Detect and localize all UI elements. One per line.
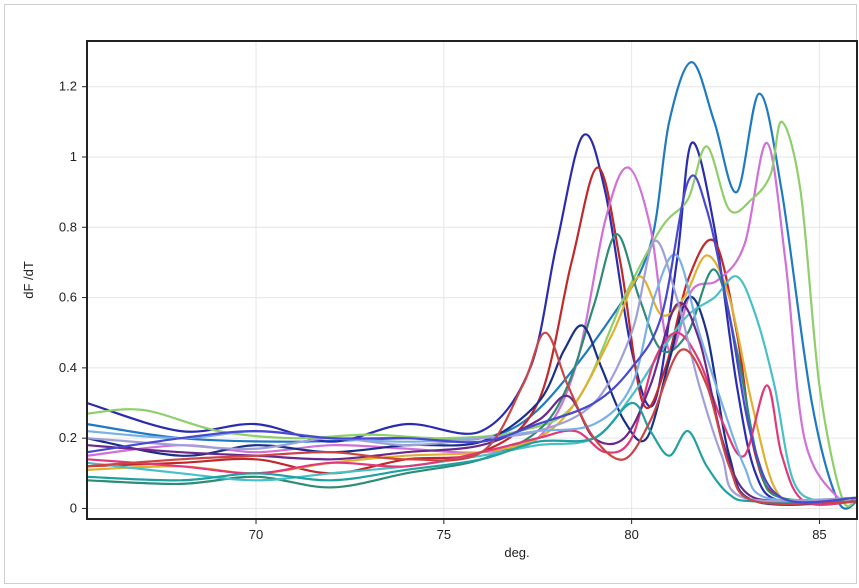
y-tick-label-4: 0.8: [59, 219, 77, 234]
series-line-10: [87, 331, 857, 506]
series-line-14: [87, 239, 857, 503]
x-tick-label-3: 85: [812, 527, 826, 542]
y-tick-label-0: 0: [70, 500, 77, 515]
series-lines: [87, 61, 857, 510]
y-tick-label-6: 1.2: [59, 79, 77, 94]
series-line-6: [87, 233, 857, 502]
x-axis-title: deg.: [504, 545, 529, 560]
y-tick-label-2: 0.4: [59, 360, 77, 375]
y-tick-label-3: 0.6: [59, 290, 77, 305]
series-line-13: [87, 401, 857, 504]
chart-frame: 70 75 80 85 0 0.2 0.4 0.6 0.8 1 1.2 deg. dF /dT: [4, 4, 858, 584]
series-line-15: [87, 331, 857, 506]
x-tick-label-1: 75: [437, 527, 451, 542]
x-tick-label-0: 70: [249, 527, 263, 542]
y-axis-title: dF /dT: [21, 261, 36, 299]
plot-area-border: [86, 40, 858, 520]
y-tick-label-5: 1: [70, 149, 77, 164]
series-line-9: [87, 275, 857, 505]
series-line-4: [87, 141, 857, 504]
melt-curve-chart: 70 75 80 85 0 0.2 0.4 0.6 0.8 1 1.2 deg. dF /dT: [21, 40, 858, 560]
x-tick-label-2: 80: [624, 527, 638, 542]
y-tick-label-1: 0.2: [59, 430, 77, 445]
series-line-16: [87, 174, 857, 504]
series-line-5: [87, 120, 857, 508]
tick-labels: 70 75 80 85 0 0.2 0.4 0.6 0.8 1 1.2: [59, 79, 827, 542]
